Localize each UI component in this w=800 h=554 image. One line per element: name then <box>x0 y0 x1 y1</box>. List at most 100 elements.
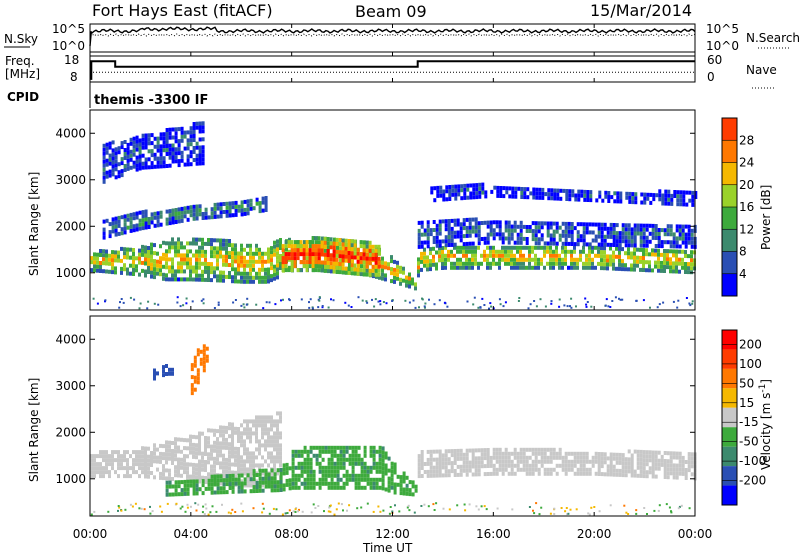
velocity-cell <box>202 356 206 361</box>
velocity-cell <box>558 451 562 456</box>
velocity-cell <box>144 466 147 471</box>
velocity-cell <box>309 465 313 470</box>
cpid-label: CPID <box>7 90 39 104</box>
velocity-cell <box>196 348 200 353</box>
velocity-cell <box>273 476 277 481</box>
power-cell <box>540 257 543 262</box>
power-cell <box>537 245 540 250</box>
velocity-cell <box>420 474 424 478</box>
power-cell <box>183 134 187 139</box>
velocity-cell <box>159 455 162 460</box>
power-cell <box>335 241 339 246</box>
velocity-cell <box>588 459 592 464</box>
power-cell <box>210 207 214 212</box>
power-cell <box>451 192 455 197</box>
power-cell <box>111 229 115 234</box>
power-cell <box>279 238 282 242</box>
velocity-cell <box>519 459 523 464</box>
velocity-cell <box>279 468 283 472</box>
velocity-cell <box>597 472 601 476</box>
velocity-cell <box>255 435 258 440</box>
velocity-cell <box>276 435 279 440</box>
velocity-cell <box>345 477 349 482</box>
power-speckle <box>685 297 688 299</box>
velocity-cell <box>414 488 418 493</box>
power-cell <box>579 249 582 254</box>
velocity-cell <box>216 486 220 491</box>
velocity-cell <box>612 452 616 457</box>
power-cell <box>231 201 235 206</box>
power-cell <box>132 228 136 233</box>
power-cell <box>195 208 199 213</box>
power-cell <box>192 134 196 138</box>
power-cell <box>597 226 601 231</box>
power-cell <box>210 266 213 271</box>
power-cell <box>156 160 160 165</box>
velocity-cell <box>141 450 144 455</box>
velocity-cell <box>246 447 249 452</box>
velocity-cell <box>193 355 197 360</box>
velocity-cell <box>393 482 397 487</box>
power-cell <box>549 233 553 238</box>
velocity-cell <box>138 474 141 479</box>
velocity-cell <box>369 485 373 490</box>
power-cell <box>552 249 555 254</box>
power-speckle <box>504 301 507 304</box>
power-cell <box>132 248 135 252</box>
power-cell <box>387 262 390 267</box>
velocity-cell <box>120 462 123 467</box>
power-cell <box>426 224 430 229</box>
velocity-cell <box>546 467 550 472</box>
velocity-cell <box>261 468 265 473</box>
velocity-speckle <box>625 511 628 514</box>
power-cell <box>442 193 446 198</box>
velocity-speckle <box>286 512 289 514</box>
velocity-cell <box>486 460 490 464</box>
power-cell <box>477 233 481 238</box>
power-cell <box>332 245 336 250</box>
velocity-cell <box>193 375 197 380</box>
power-cell <box>102 253 105 258</box>
velocity-cell <box>216 478 220 483</box>
power-cell <box>153 215 157 220</box>
velocity-cell <box>174 449 177 454</box>
colorbar-swatch <box>722 388 737 408</box>
velocity-cell <box>303 485 307 490</box>
power-cell <box>153 144 157 149</box>
velocity-cell <box>363 485 367 490</box>
velocity-close: ] <box>759 379 773 384</box>
power-cell <box>249 263 252 268</box>
power-cell <box>198 237 201 242</box>
power-cell <box>126 251 129 256</box>
velocity-cell <box>264 484 268 489</box>
power-cell <box>456 257 459 262</box>
power-cell <box>628 199 632 204</box>
power-cell <box>663 269 666 273</box>
power-cell <box>519 232 523 237</box>
power-cell <box>207 270 210 274</box>
power-cell <box>516 245 519 250</box>
velocity-cell <box>306 473 310 478</box>
velocity-cell <box>642 466 646 471</box>
velocity-cell <box>633 469 637 474</box>
velocity-cell <box>240 471 243 476</box>
nave-tick-bottom: 0 <box>707 70 715 84</box>
power-cell <box>606 266 609 271</box>
power-cell <box>646 196 650 201</box>
velocity-cell <box>453 457 457 461</box>
velocity-cell <box>228 426 231 431</box>
velocity-cell <box>570 467 574 472</box>
velocity-speckle <box>186 506 189 509</box>
power-cell <box>679 198 683 203</box>
velocity-cell <box>621 465 625 470</box>
power-cell <box>141 244 144 249</box>
power-cell <box>507 257 510 262</box>
power-cell <box>150 266 153 271</box>
power-cell <box>132 272 135 276</box>
power-cell <box>465 241 469 246</box>
power-cell <box>457 184 461 189</box>
velocity-cell <box>90 470 93 475</box>
velocity-cell <box>585 467 589 472</box>
velocity-cell <box>285 466 289 471</box>
